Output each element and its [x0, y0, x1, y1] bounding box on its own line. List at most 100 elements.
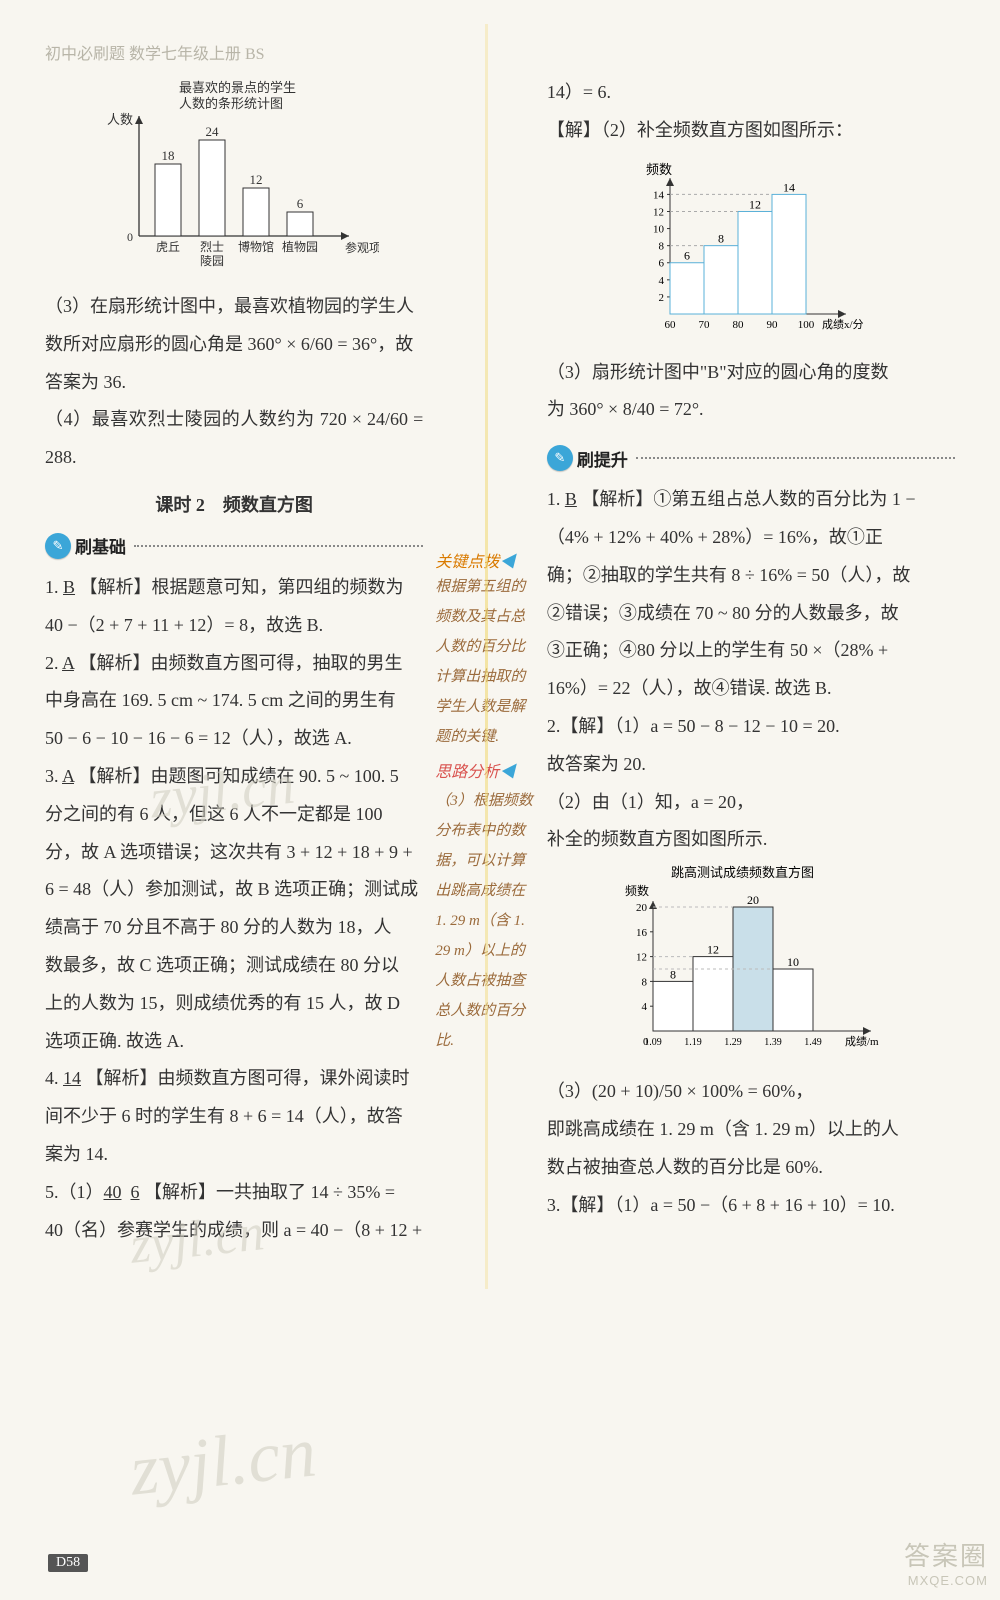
dots — [134, 545, 423, 547]
svg-text:1.09: 1.09 — [644, 1037, 662, 1048]
svg-text:频数: 频数 — [646, 162, 672, 177]
svg-text:8: 8 — [718, 231, 724, 245]
text: ②错误；③成绩在 70 ~ 80 分的人数最多，故 — [547, 595, 955, 633]
svg-text:60: 60 — [664, 319, 676, 331]
svg-text:90: 90 — [766, 319, 778, 331]
q1: 1. B 【解析】根据题意可知，第四组的频数为 — [45, 569, 423, 607]
svg-text:1.29: 1.29 — [724, 1037, 742, 1048]
text: 中身高在 169. 5 cm ~ 174. 5 cm 之间的男生有 — [45, 682, 423, 720]
page-spine — [485, 24, 488, 1289]
svg-text:14: 14 — [783, 180, 795, 194]
corner-line1: 答案圈 — [904, 1536, 988, 1573]
r1: 1. B 【解析】①第五组占总人数的百分比为 1 − — [547, 481, 955, 519]
text: 为 360° × 8/40 = 72°. — [547, 391, 955, 429]
svg-text:6: 6 — [684, 248, 690, 262]
svg-text:成绩x/分: 成绩x/分 — [822, 318, 864, 331]
svg-text:植物园: 植物园 — [282, 239, 318, 254]
svg-text:博物馆: 博物馆 — [238, 239, 274, 254]
svg-text:虎丘: 虎丘 — [156, 240, 180, 254]
text: 16%）= 22（人），故④错误. 故选 B. — [547, 670, 955, 708]
text: 案为 14. — [45, 1136, 423, 1174]
svg-text:20: 20 — [636, 902, 648, 914]
svg-text:1.19: 1.19 — [684, 1037, 702, 1048]
svg-text:12: 12 — [653, 206, 664, 218]
text: 数所对应扇形的圆心角是 360° × 6/60 = 36°，故 — [45, 326, 423, 364]
text: 绩高于 70 分且不高于 80 分的人数为 18，人 — [45, 909, 423, 947]
text: 即跳高成绩在 1. 29 m（含 1. 29 m）以上的人 — [547, 1111, 955, 1149]
svg-text:24: 24 — [206, 124, 220, 139]
svg-text:14: 14 — [653, 189, 665, 201]
text: 6 = 48（人）参加测试，故 B 选项正确；测试成 — [45, 871, 423, 909]
svg-text:10: 10 — [653, 223, 665, 235]
badge-icon: ✎ — [547, 445, 573, 471]
svg-text:1.49: 1.49 — [804, 1037, 822, 1048]
svg-text:8: 8 — [658, 240, 664, 252]
svg-text:烈士: 烈士 — [200, 240, 224, 254]
svg-text:18: 18 — [162, 148, 175, 163]
chart3-jump-histogram: 跳高测试成绩频数直方图频数48121620812201001.091.191.2… — [547, 863, 955, 1063]
svg-text:成绩/m: 成绩/m — [845, 1035, 879, 1048]
corner-line2: MXQE.COM — [904, 1573, 988, 1588]
svg-text:12: 12 — [749, 197, 761, 211]
svg-text:人数: 人数 — [107, 112, 133, 127]
svg-text:陵园: 陵园 — [200, 254, 224, 268]
text: 数占被抽查总人数的百分比是 60%. — [547, 1149, 955, 1187]
text: 分，故 A 选项错误；这次共有 3 + 12 + 18 + 9 + — [45, 834, 423, 872]
svg-text:70: 70 — [698, 319, 710, 331]
svg-text:100: 100 — [798, 319, 815, 331]
svg-text:80: 80 — [732, 319, 744, 331]
left-column: 最喜欢的景点的学生人数的条形统计图人数0参观项目18虎丘24烈士陵园12博物馆6… — [45, 74, 431, 1249]
right-column: 14）= 6. 【解】（2）补全频数直方图如图所示： 频数 2 4 6 8 10 12 14 6… — [539, 74, 955, 1249]
svg-text:参观项目: 参观项目 — [345, 240, 379, 255]
text: 确；②抽取的学生共有 8 ÷ 16% = 50（人），故 — [547, 557, 955, 595]
text: 答案为 36. — [45, 364, 423, 402]
svg-text:1.39: 1.39 — [764, 1037, 782, 1048]
text: （3）扇形统计图中"B"对应的圆心角的度数 — [547, 354, 955, 392]
svg-text:跳高测试成绩频数直方图: 跳高测试成绩频数直方图 — [671, 865, 814, 880]
q2: 2. A 【解析】由频数直方图可得，抽取的男生 — [45, 645, 423, 683]
chart1-visitors-bar: 最喜欢的景点的学生人数的条形统计图人数0参观项目18虎丘24烈士陵园12博物馆6… — [45, 78, 423, 278]
text: ③正确；④80 分以上的学生有 50 ×（28% + — [547, 632, 955, 670]
text: （3）在扇形统计图中，最喜欢植物园的学生人 — [45, 288, 423, 326]
svg-text:4: 4 — [658, 274, 664, 286]
badge-label: 刷提升 — [577, 446, 628, 471]
svg-text:2: 2 — [658, 292, 664, 304]
q4: 4. 14 【解析】由频数直方图可得，课外阅读时 — [45, 1060, 423, 1098]
text: 分之间的有 6 人，但这 6 人不一定都是 100 — [45, 796, 423, 834]
svg-text:20: 20 — [747, 893, 759, 907]
chart2-score-histogram: 频数246810121468121460708090100成绩x/分 — [547, 154, 955, 344]
dots — [636, 457, 955, 459]
svg-text:12: 12 — [636, 952, 647, 964]
svg-text:0: 0 — [127, 230, 133, 244]
text: 故答案为 20. — [547, 746, 955, 784]
text: 40（名）参赛学生的成绩，则 a = 40 −（8 + 12 + — [45, 1212, 423, 1250]
svg-text:10: 10 — [787, 955, 799, 969]
watermark-3: zyjl.cn — [126, 1411, 320, 1513]
text: 补全的频数直方图如图所示. — [547, 821, 955, 859]
text: 【解】（2）补全频数直方图如图所示： — [547, 112, 955, 150]
text: 50 − 6 − 10 − 16 − 6 = 12（人），故选 A. — [45, 720, 423, 758]
badge-icon: ✎ — [45, 533, 71, 559]
corner-watermark: 答案圈 MXQE.COM — [904, 1536, 988, 1588]
text: （4）最喜欢烈士陵园的人数约为 720 × 24/60 = 288. — [45, 401, 423, 477]
text: （4% + 12% + 40% + 28%）= 16%，故①正 — [547, 519, 955, 557]
badge-label: 刷基础 — [75, 533, 126, 558]
text: 上的人数为 15，则成绩优秀的有 15 人，故 D — [45, 985, 423, 1023]
svg-text:人数的条形统计图: 人数的条形统计图 — [179, 96, 283, 111]
page-number: D58 — [48, 1554, 88, 1572]
text: 2.【解】（1）a = 50 − 8 − 12 − 10 = 20. — [547, 708, 955, 746]
text: 3.【解】（1）a = 50 −（6 + 8 + 16 + 10）= 10. — [547, 1187, 955, 1225]
text: 间不少于 6 时的学生有 8 + 6 = 14（人），故答 — [45, 1098, 423, 1136]
svg-text:最喜欢的景点的学生: 最喜欢的景点的学生 — [179, 80, 296, 95]
middle-margin: 关键点拨◀ 根据第五组的频数及其占总人数的百分比计算出抽取的学生人数是解题的关键… — [431, 74, 539, 1249]
page-header: 初中必刷题 数学七年级上册 BS — [45, 40, 955, 64]
q3: 3. A 【解析】由题图可知成绩在 90. 5 ~ 100. 5 — [45, 758, 423, 796]
section-title: 课时 2 频数直方图 — [45, 491, 423, 517]
text: 40 −（2 + 7 + 11 + 12）= 8，故选 B. — [45, 607, 423, 645]
svg-text:4: 4 — [641, 1001, 647, 1013]
svg-text:16: 16 — [636, 927, 648, 939]
text: （3）(20 + 10)/50 × 100% = 60%， — [547, 1073, 955, 1111]
text: 14）= 6. — [547, 74, 955, 112]
badge-tisheng-row: ✎ 刷提升 — [547, 445, 955, 471]
text: （2）由（1）知，a = 20， — [547, 784, 955, 822]
